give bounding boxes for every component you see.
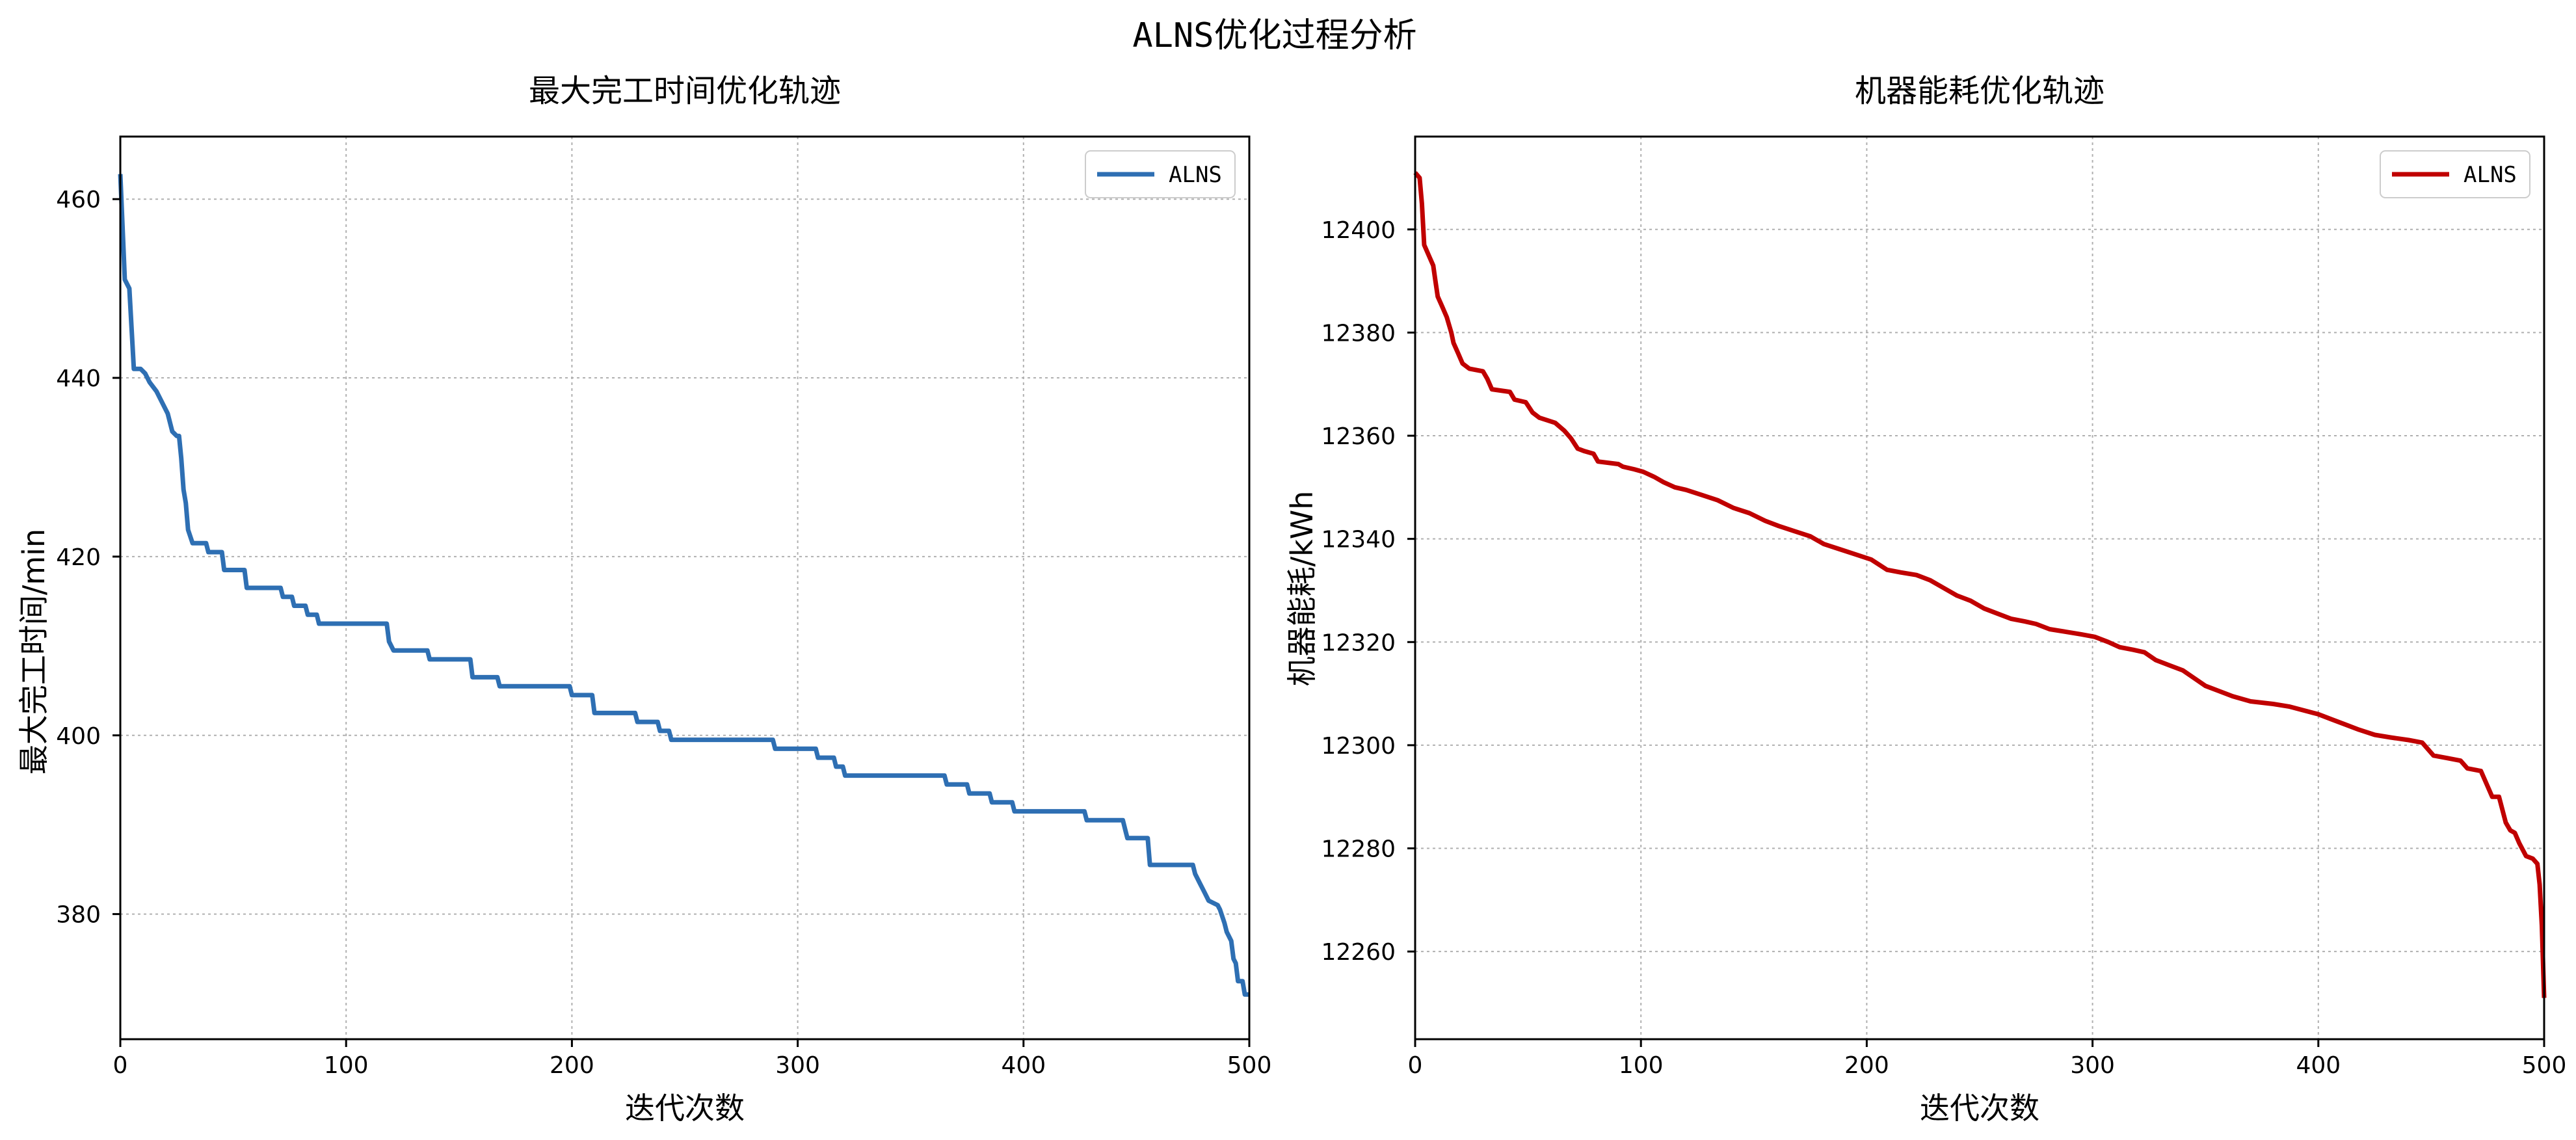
energy-x-axis-label: 迭代次数 [1920,1091,2039,1126]
energy-x-tick-label: 400 [2296,1052,2341,1079]
energy-series-line [1413,171,2547,998]
makespan-legend: ALNS [1085,150,1236,198]
energy-x-tick-label: 300 [2070,1052,2115,1079]
makespan-legend-box [1085,150,1236,198]
energy-chart: 机器能耗优化轨迹 迭代次数 机器能耗/kWh 0 100 200 300 400 500 1… [1284,73,2566,1126]
figure-title: ALNS优化过程分析 [1132,16,1416,55]
energy-legend: ALNS [2380,150,2530,198]
energy-chart-title: 机器能耗优化轨迹 [1855,73,2105,109]
energy-y-tick-label: 12300 [1321,733,1396,760]
energy-x-tick-label: 100 [1619,1052,1664,1079]
makespan-x-tick-label: 100 [324,1052,369,1079]
makespan-y-tick-label: 440 [56,365,101,392]
energy-y-tick-label: 12400 [1321,217,1396,244]
makespan-x-tick-label: 0 [113,1052,128,1079]
makespan-y-tick-label: 460 [56,187,101,213]
energy-x-tick-label: 0 [1408,1052,1423,1079]
energy-plot-frame [1414,135,2545,1041]
makespan-y-axis-label: 最大完工时间/min [16,529,51,775]
makespan-x-tick-label: 400 [1001,1052,1046,1079]
makespan-y-tick-label: 380 [56,902,101,929]
makespan-series-line [118,174,1249,997]
makespan-x-axis-label: 迭代次数 [625,1091,745,1126]
energy-x-tick-label: 500 [2522,1052,2567,1079]
makespan-legend-label: ALNS [1169,162,1222,188]
makespan-chart-title: 最大完工时间优化轨迹 [529,73,841,109]
makespan-chart: 最大完工时间优化轨迹 迭代次数 最大完工时间/min 0 100 200 300 400… [16,73,1271,1126]
energy-y-tick-label: 12360 [1321,423,1396,450]
makespan-y-tick-label: 420 [56,544,101,571]
energy-x-tick-label: 200 [1844,1052,1889,1079]
energy-y-axis-label: 机器能耗/kWh [1284,491,1320,687]
energy-y-tick-label: 12380 [1321,320,1396,347]
energy-y-tick-label: 12320 [1321,630,1396,656]
makespan-y-tick-label: 400 [56,723,101,750]
energy-y-tick-label: 12280 [1321,836,1396,863]
energy-legend-label: ALNS [2463,162,2517,188]
energy-legend-box [2380,150,2530,198]
makespan-plot-frame [119,135,1251,1041]
makespan-x-tick-label: 200 [550,1052,594,1079]
makespan-x-tick-label: 500 [1227,1052,1272,1079]
makespan-x-tick-label: 300 [775,1052,820,1079]
energy-y-tick-label: 12260 [1321,939,1396,966]
energy-y-tick-label: 12340 [1321,527,1396,553]
